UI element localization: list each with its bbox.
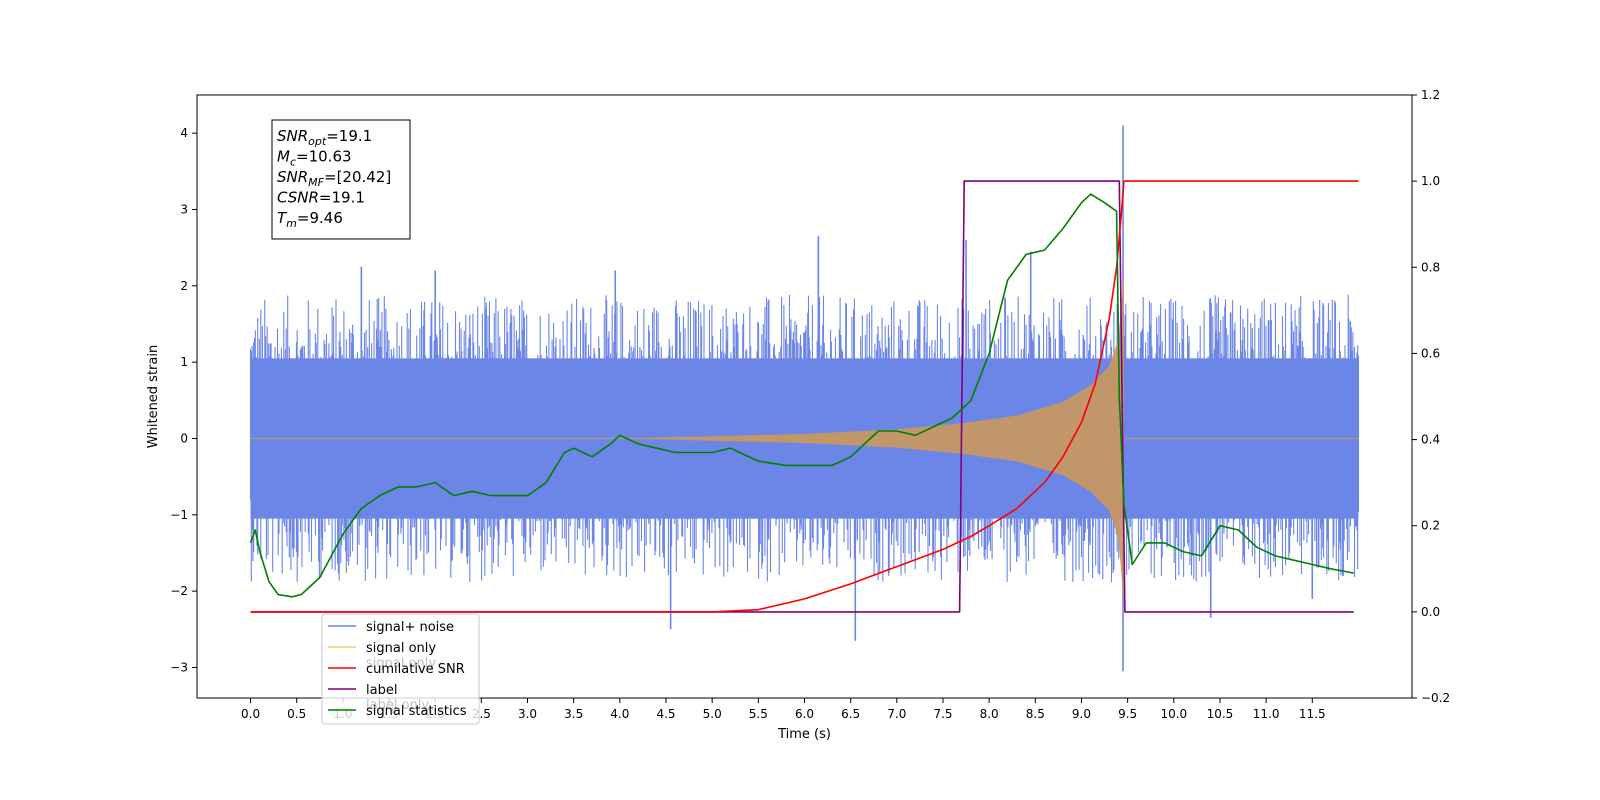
x-tick-label: 7.0 [887, 707, 906, 721]
legend-label: signal statistics [366, 704, 467, 719]
x-tick-label: 8.0 [980, 707, 999, 721]
annotation-subscript: opt [308, 135, 327, 148]
y-left-tick-label: 0 [180, 431, 188, 445]
legend-ghost-text: signal only [366, 656, 436, 671]
x-tick-label: 0.5 [287, 707, 306, 721]
cumilative-snr-line [250, 180, 1359, 613]
label-line [250, 180, 1354, 613]
annotation-value: =19.1 [326, 127, 372, 145]
x-tick-label: 9.5 [1118, 707, 1137, 721]
line-series-layer [249, 180, 1359, 613]
x-axis: 0.00.51.01.52.02.53.03.54.04.55.05.56.06… [241, 698, 1326, 721]
x-tick-label: 8.5 [1026, 707, 1045, 721]
y-right-tick-label: −0.2 [1421, 691, 1450, 705]
annotation-value: =[20.42] [324, 168, 391, 186]
annotation-subscript: MF [308, 176, 324, 189]
y-axis-right: −0.2 0.0 0.2 0.4 0.6 0.8 1.0 1.2 [1412, 88, 1450, 705]
annotation-line: SNRopt=19.1 [277, 127, 372, 148]
annotation-subscript: c [290, 156, 296, 169]
y-left-tick-label: 3 [180, 202, 188, 216]
annotation-subscript: m [286, 217, 297, 230]
x-tick-label: 7.5 [933, 707, 952, 721]
x-tick-label: 10.0 [1160, 707, 1187, 721]
y-left-tick-label: 1 [180, 355, 188, 369]
y-left-tick-label: −3 [170, 660, 188, 674]
x-tick-label: 6.0 [795, 707, 814, 721]
x-tick-label: 0.0 [241, 707, 260, 721]
annotation-line: Tm=9.46 [277, 209, 343, 230]
y-right-tick-label: 0.0 [1421, 605, 1440, 619]
y-axis-left: −3 −2 −1 0 1 2 3 4 [170, 126, 197, 674]
annotation-symbol: T [277, 209, 288, 227]
legend-label: signal only [366, 641, 436, 656]
signal-only-envelope [619, 270, 1124, 607]
annotation-symbol: CSNR [277, 189, 319, 207]
y-right-tick-label: 0.6 [1421, 346, 1440, 360]
x-tick-label: 5.5 [749, 707, 768, 721]
x-tick-label: 6.5 [841, 707, 860, 721]
annotation-line: SNRMF=[20.42] [277, 168, 391, 189]
annotation-value: =19.1 [319, 189, 365, 207]
x-tick-label: 3.5 [564, 707, 583, 721]
annotation-symbol: M [277, 148, 290, 166]
signal-noise-series [249, 125, 1360, 672]
annotation-frame [271, 119, 411, 240]
x-tick-label: 10.5 [1207, 707, 1234, 721]
signal-statistics-line [249, 193, 1354, 598]
y-left-tick-label: 2 [180, 279, 188, 293]
x-tick-label: 9.0 [1072, 707, 1091, 721]
legend-label: signal+ noise [366, 620, 454, 635]
x-tick-label: 5.0 [703, 707, 722, 721]
annotation-symbol: SNR [277, 168, 308, 186]
y-left-tick-label: 4 [180, 126, 188, 140]
annotation-value: =10.63 [296, 148, 352, 166]
legend-label: label [366, 683, 397, 698]
x-tick-label: 11.0 [1253, 707, 1280, 721]
legend-label: cumilative SNR [366, 662, 465, 677]
x-tick-label: 3.0 [518, 707, 537, 721]
y-right-tick-label: 0.4 [1421, 433, 1440, 447]
x-tick-label: 4.5 [656, 707, 675, 721]
y-right-tick-label: 0.8 [1421, 260, 1440, 274]
annotation-line: CSNR=19.1 [277, 189, 365, 207]
y-left-tick-label: −2 [170, 584, 188, 598]
y-right-tick-label: 1.0 [1421, 174, 1440, 188]
x-axis-label: Time (s) [777, 727, 831, 742]
signal-only-series [250, 270, 1359, 607]
y-left-tick-label: −1 [170, 508, 188, 522]
y-right-tick-label: 1.2 [1421, 88, 1440, 102]
annotation-line: Mc=10.63 [277, 148, 352, 169]
x-tick-label: 11.5 [1299, 707, 1326, 721]
x-tick-label: 4.0 [610, 707, 629, 721]
legend: signal only label only signal+ noise signal… [321, 613, 480, 725]
legend-frame [321, 613, 480, 725]
legend-ghost-text: label only [366, 698, 429, 713]
annotation-value: =9.46 [297, 209, 343, 227]
y-right-tick-label: 0.2 [1421, 519, 1440, 533]
annotation-symbol: SNR [277, 127, 308, 145]
y-axis-label: Whitened strain [146, 345, 161, 448]
annotation-box: SNRopt=19.1Mc=10.63SNRMF=[20.42]CSNR=19.… [271, 119, 411, 240]
